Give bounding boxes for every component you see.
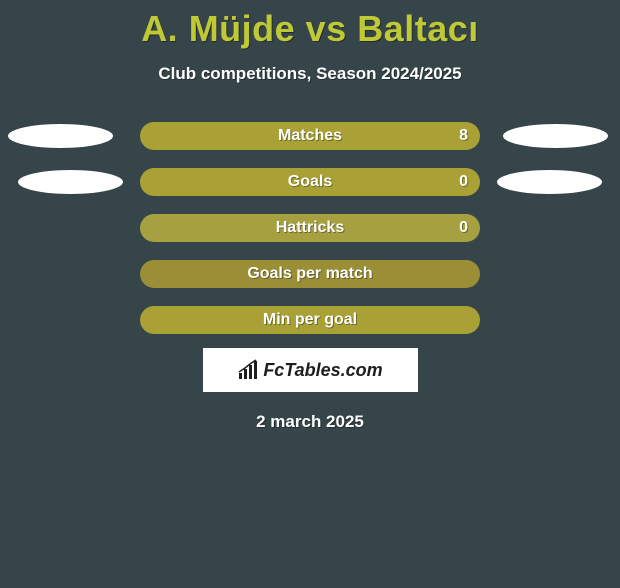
comparison-title: A. Müjde vs Baltacı <box>0 8 620 50</box>
stat-row-hattricks: Hattricks 0 <box>0 214 620 242</box>
right-ellipse <box>503 124 608 148</box>
left-ellipse <box>8 124 113 148</box>
bar-chart-icon <box>237 359 259 381</box>
stat-bar: Matches 8 <box>140 122 480 150</box>
source-logo: FcTables.com <box>203 348 418 392</box>
stat-label: Goals <box>288 173 332 191</box>
stat-label: Goals per match <box>247 265 372 283</box>
stat-bar: Goals per match <box>140 260 480 288</box>
stat-label: Matches <box>278 127 342 145</box>
stat-bar: Hattricks 0 <box>140 214 480 242</box>
left-ellipse <box>18 170 123 194</box>
right-ellipse <box>497 170 602 194</box>
stat-bar: Min per goal <box>140 306 480 334</box>
stat-bar: Goals 0 <box>140 168 480 196</box>
stat-rows: Matches 8 Goals 0 Hattricks 0 Goals per … <box>0 122 620 334</box>
stat-label: Min per goal <box>263 311 357 329</box>
source-logo-text: FcTables.com <box>263 360 382 381</box>
stat-value: 0 <box>459 173 468 191</box>
stat-row-min-per-goal: Min per goal <box>0 306 620 334</box>
snapshot-date: 2 march 2025 <box>0 412 620 432</box>
comparison-subtitle: Club competitions, Season 2024/2025 <box>0 64 620 84</box>
stat-row-goals: Goals 0 <box>0 168 620 196</box>
stat-value: 8 <box>459 127 468 145</box>
stat-value: 0 <box>459 219 468 237</box>
stat-row-goals-per-match: Goals per match <box>0 260 620 288</box>
stat-row-matches: Matches 8 <box>0 122 620 150</box>
stat-label: Hattricks <box>276 219 344 237</box>
